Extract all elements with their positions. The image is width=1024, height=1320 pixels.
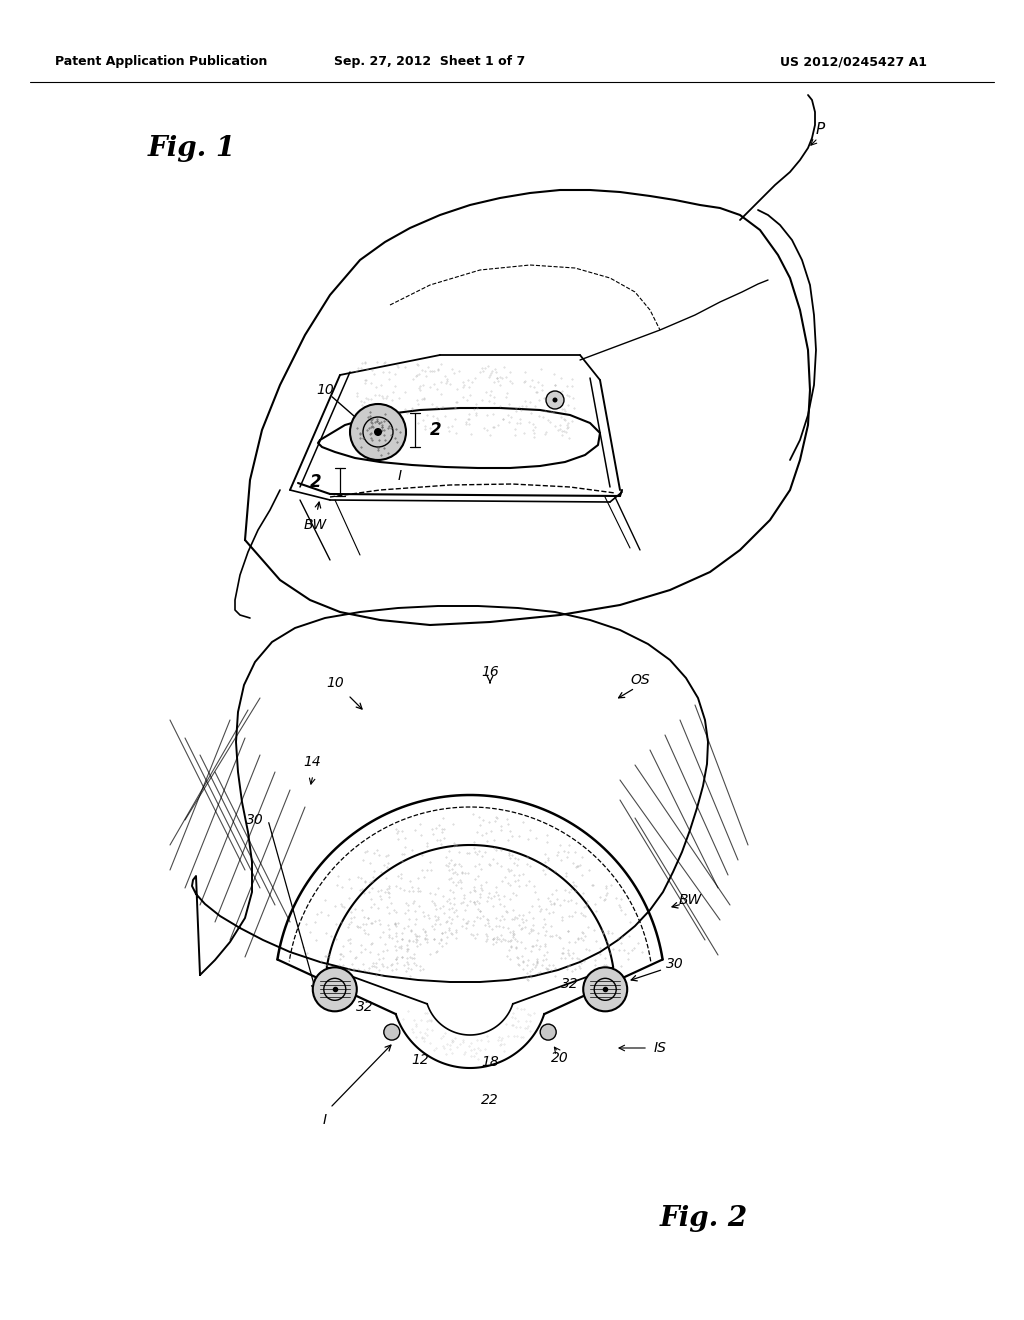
Ellipse shape: [584, 968, 628, 1011]
Text: 18: 18: [481, 1055, 499, 1069]
Circle shape: [384, 1024, 399, 1040]
Text: 2: 2: [430, 421, 441, 440]
Text: 22: 22: [481, 1093, 499, 1107]
Text: 10: 10: [316, 383, 334, 397]
Text: P: P: [815, 123, 824, 137]
Text: 14: 14: [303, 755, 321, 770]
Circle shape: [350, 404, 406, 459]
Text: Fig. 2: Fig. 2: [660, 1204, 749, 1232]
Circle shape: [546, 391, 564, 409]
Circle shape: [374, 428, 382, 436]
Text: 2: 2: [310, 473, 322, 491]
Text: 12: 12: [411, 1053, 429, 1067]
Text: Fig. 1: Fig. 1: [148, 135, 237, 161]
Text: Sep. 27, 2012  Sheet 1 of 7: Sep. 27, 2012 Sheet 1 of 7: [335, 55, 525, 69]
Text: 30: 30: [246, 813, 264, 828]
Text: IS: IS: [653, 1041, 667, 1055]
Text: BW: BW: [678, 894, 701, 907]
Text: 16: 16: [481, 665, 499, 678]
Text: 20: 20: [551, 1051, 569, 1065]
Circle shape: [541, 1024, 556, 1040]
Ellipse shape: [312, 968, 356, 1011]
Text: OS: OS: [630, 673, 650, 686]
Circle shape: [553, 397, 557, 403]
Text: 32: 32: [561, 977, 580, 991]
Text: US 2012/0245427 A1: US 2012/0245427 A1: [780, 55, 927, 69]
Text: I: I: [398, 469, 402, 483]
Text: 30: 30: [667, 957, 684, 972]
Text: 32: 32: [356, 1001, 374, 1014]
Text: I: I: [323, 1113, 327, 1127]
Text: Patent Application Publication: Patent Application Publication: [55, 55, 267, 69]
Text: BW: BW: [303, 517, 327, 532]
Text: 10: 10: [326, 676, 344, 690]
